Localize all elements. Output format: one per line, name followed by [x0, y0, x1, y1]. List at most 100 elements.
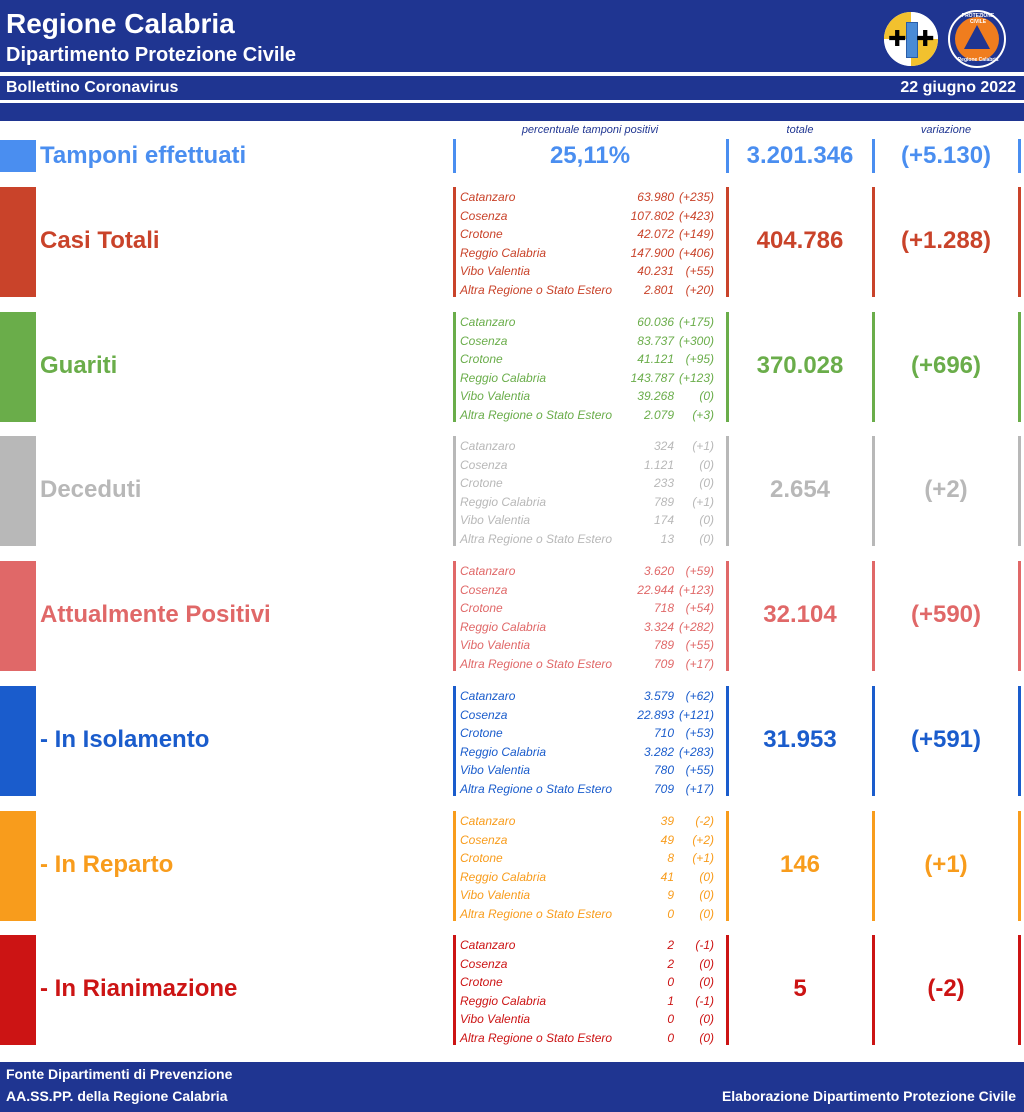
province-row: Crotone 41.121 (+95) — [460, 352, 720, 371]
section-divider — [726, 686, 729, 796]
tamponi-divider — [872, 139, 875, 173]
province-row: Cosenza 22.944 (+123) — [460, 583, 720, 602]
province-delta: (+62) — [685, 689, 714, 703]
province-value: 22.893 — [637, 707, 674, 722]
province-delta: (+59) — [685, 564, 714, 578]
province-name: Crotone — [460, 352, 503, 366]
column-header-totale: totale — [786, 124, 814, 136]
province-row: Reggio Calabria 147.900 (+406) — [460, 246, 720, 265]
province-name: Altra Regione o Stato Estero — [460, 531, 613, 546]
province-list: Catanzaro 60.036 (+175) Cosenza 83.737 (+300)… — [460, 315, 720, 426]
section-total: 146 — [779, 851, 821, 878]
province-value: 324 — [653, 439, 674, 453]
province-value: 0 — [667, 906, 674, 921]
section-divider — [1018, 935, 1021, 1045]
province-value: 2 — [667, 956, 674, 971]
province-value: 0 — [667, 1030, 674, 1045]
province-row: Crotone 8 (+1) — [460, 851, 720, 870]
province-value: 709 — [653, 781, 674, 796]
section-total: 32.104 — [763, 601, 837, 628]
province-delta: (+123) — [678, 582, 714, 597]
province-delta: (+300) — [678, 333, 714, 348]
section-divider — [726, 187, 729, 297]
province-name: Cosenza — [460, 208, 508, 223]
province-name: Vibo Valentia — [460, 1012, 531, 1026]
province-row: Altra Regione o Stato Estero 709 (+17) — [460, 657, 720, 676]
province-row: Crotone 718 (+54) — [460, 601, 720, 620]
section-divider — [726, 811, 729, 921]
province-row: Crotone 42.072 (+149) — [460, 227, 720, 246]
province-delta: (+282) — [678, 619, 714, 634]
section-divider — [453, 187, 456, 297]
province-row: Catanzaro 60.036 (+175) — [460, 315, 720, 334]
province-name: Catanzaro — [460, 439, 516, 453]
province-delta: (0) — [699, 531, 714, 546]
logo-text-bottom: Regione Calabria — [957, 57, 999, 63]
section-divider — [726, 561, 729, 671]
section-color-square — [0, 561, 36, 671]
province-row: Vibo Valentia 39.268 (0) — [460, 389, 720, 408]
bulletin-date: 22 giugno 2022 — [900, 79, 1016, 96]
province-value: 789 — [653, 494, 674, 509]
province-value: 174 — [653, 513, 674, 527]
province-name: Vibo Valentia — [460, 638, 531, 652]
header: Regione Calabria Dipartimento Protezione… — [0, 0, 1024, 72]
province-value: 233 — [653, 476, 674, 490]
province-list: Catanzaro 63.980 (+235) Cosenza 107.802 (+423… — [460, 190, 720, 301]
province-name: Crotone — [460, 227, 503, 241]
section-total: 404.786 — [756, 227, 844, 254]
province-name: Catanzaro — [460, 315, 516, 329]
section-delta: (+696) — [910, 352, 982, 379]
province-delta: (-2) — [695, 814, 714, 828]
province-list: Catanzaro 3.579 (+62) Cosenza 22.893 (+121) Cr… — [460, 689, 720, 800]
province-delta: (+423) — [678, 208, 714, 223]
province-value: 0 — [667, 975, 674, 989]
province-name: Crotone — [460, 601, 503, 615]
province-name: Catanzaro — [460, 190, 516, 204]
province-row: Reggio Calabria 3.324 (+282) — [460, 620, 720, 639]
province-row: Reggio Calabria 143.787 (+123) — [460, 371, 720, 390]
section-label: Attualmente Positivi — [40, 601, 271, 628]
section-divider — [726, 312, 729, 422]
section-color-square — [0, 935, 36, 1045]
section-divider — [453, 686, 456, 796]
province-name: Vibo Valentia — [460, 264, 531, 278]
province-list: Catanzaro 39 (-2) Cosenza 49 (+2) Crotone 8 (+1)… — [460, 814, 720, 925]
section-divider — [453, 561, 456, 671]
tamponi-divider — [453, 139, 456, 173]
province-name: Altra Regione o Stato Estero — [460, 407, 613, 422]
section-label: Deceduti — [40, 476, 142, 503]
column-header-variazione: variazione — [920, 124, 972, 136]
province-row: Reggio Calabria 789 (+1) — [460, 495, 720, 514]
province-value: 143.787 — [630, 370, 674, 385]
section-label: - In Reparto — [40, 851, 174, 878]
province-delta: (0) — [699, 1012, 714, 1026]
province-delta: (+3) — [692, 407, 714, 422]
province-row: Catanzaro 324 (+1) — [460, 439, 720, 458]
province-delta: (0) — [699, 389, 714, 403]
province-row: Altra Regione o Stato Estero 2.801 (+20) — [460, 283, 720, 302]
province-value: 39 — [660, 814, 674, 828]
province-list: Catanzaro 3.620 (+59) Cosenza 22.944 (+123) Cr… — [460, 564, 720, 675]
province-delta: (0) — [699, 975, 714, 989]
province-name: Cosenza — [460, 457, 508, 472]
region-title: Regione Calabria — [6, 8, 235, 39]
province-value: 3.282 — [643, 744, 674, 759]
province-delta: (+95) — [685, 352, 714, 366]
section-delta: (+2) — [924, 476, 968, 503]
province-value: 3.620 — [643, 564, 674, 578]
province-delta: (+283) — [678, 744, 714, 759]
tamponi-divider — [1018, 139, 1021, 173]
province-row: Vibo Valentia 9 (0) — [460, 888, 720, 907]
province-value: 41 — [660, 869, 674, 884]
province-row: Reggio Calabria 3.282 (+283) — [460, 745, 720, 764]
section-divider — [872, 187, 875, 297]
section-total: 31.953 — [763, 726, 837, 753]
footer: Fonte Dipartimenti di Prevenzione AA.SS.… — [0, 1062, 1024, 1112]
province-value: 709 — [653, 656, 674, 671]
province-delta: (0) — [699, 888, 714, 902]
province-row: Catanzaro 3.579 (+62) — [460, 689, 720, 708]
bulletin-bar: Bollettino Coronavirus 22 giugno 2022 — [0, 76, 1024, 100]
province-value: 41.121 — [637, 352, 674, 366]
section-color-square — [0, 312, 36, 422]
